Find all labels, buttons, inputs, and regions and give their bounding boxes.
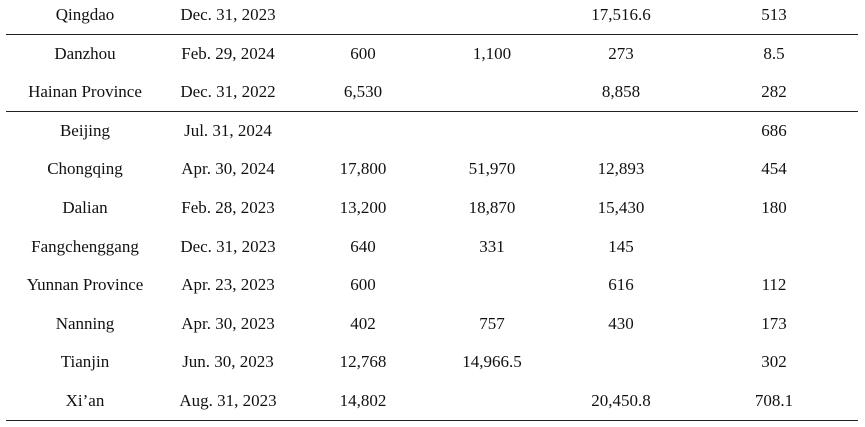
value-cell: 12,768 [339, 352, 387, 372]
date-cell: Aug. 31, 2023 [179, 391, 277, 410]
table-row: Beijing Jul. 31, 2024 686 [6, 116, 858, 155]
value-cell: 51,970 [468, 159, 516, 179]
value-cell: 686 [761, 120, 787, 140]
value-cell: 13,200 [339, 198, 387, 217]
value-cell: 331 [479, 236, 505, 256]
value-cell: 145 [608, 236, 634, 256]
value-cell: 600 [350, 275, 376, 295]
value-cell: 14,966.5 [462, 352, 522, 372]
table-row: Chongqing Apr. 30, 2024 17,800 51,970 12,893… [6, 154, 858, 193]
value-cell: 430 [608, 313, 634, 333]
region-name-cell: Chongqing [47, 159, 123, 179]
date-cell: Apr. 23, 2023 [181, 275, 275, 295]
value-cell: 600 [350, 43, 376, 63]
value-cell: 14,802 [339, 391, 387, 410]
value-cell: 20,450.8 [591, 391, 651, 410]
value-cell: 17,800 [339, 159, 387, 179]
table-row: Xi’an Aug. 31, 2023 14,802 20,450.8 708.1 [6, 386, 858, 425]
region-name-cell: Beijing [59, 120, 111, 140]
value-cell: 513 [761, 5, 787, 24]
date-cell: Dec. 31, 2023 [180, 5, 276, 24]
region-name-cell: Hainan Province [28, 82, 142, 102]
date-cell: Apr. 30, 2023 [181, 313, 275, 333]
table-bottom-rule [6, 419, 858, 422]
value-cell: 402 [350, 313, 376, 333]
value-cell: 616 [608, 275, 634, 295]
region-name-cell: Danzhou [54, 43, 116, 63]
region-name-cell: Nanning [55, 313, 115, 333]
date-cell: Jun. 30, 2023 [182, 352, 274, 372]
value-cell: 454 [761, 159, 787, 179]
value-cell: 282 [761, 82, 787, 102]
region-name-cell: Tianjin [60, 352, 110, 372]
table-row: Dalian Feb. 28, 2023 13,200 18,870 15,430 180 [6, 193, 858, 232]
value-cell: 17,516.6 [591, 5, 651, 24]
table-row: Fangchenggang Dec. 31, 2023 640 331 145 [6, 232, 858, 271]
date-cell: Feb. 28, 2023 [181, 198, 275, 217]
value-cell: 302 [761, 352, 787, 372]
date-cell: Feb. 29, 2024 [181, 43, 275, 63]
value-cell: 173 [761, 313, 787, 333]
region-name-cell: Qingdao [55, 5, 115, 24]
table-row: Danzhou Feb. 29, 2024 600 1,100 273 8.5 [6, 39, 858, 78]
group-divider-rule [6, 33, 858, 36]
value-cell: 8.5 [763, 43, 785, 63]
value-cell: 708.1 [754, 391, 794, 410]
value-cell: 112 [761, 275, 787, 295]
value-cell: 640 [350, 236, 376, 256]
region-name-cell: Xi’an [65, 391, 105, 410]
value-cell: 15,430 [597, 198, 645, 217]
table-row: Qingdao Dec. 31, 2023 17,516.6 513 [6, 0, 858, 39]
group-divider-rule [6, 110, 858, 113]
table-row: Tianjin Jun. 30, 2023 12,768 14,966.5 302 [6, 347, 858, 386]
table-row: Nanning Apr. 30, 2023 402 757 430 173 [6, 309, 858, 348]
date-cell: Dec. 31, 2023 [180, 236, 276, 256]
region-name-cell: Fangchenggang [31, 236, 139, 256]
value-cell: 18,870 [468, 198, 516, 217]
value-cell: 8,858 [601, 82, 641, 102]
date-cell: Apr. 30, 2024 [181, 159, 275, 179]
date-cell: Jul. 31, 2024 [184, 120, 272, 140]
value-cell: 1,100 [472, 43, 512, 63]
region-name-cell: Dalian [62, 198, 108, 217]
date-cell: Dec. 31, 2022 [180, 82, 276, 102]
value-cell: 757 [479, 313, 505, 333]
value-cell: 6,530 [343, 82, 383, 102]
table-row: Yunnan Province Apr. 23, 2023 600 616 112 [6, 270, 858, 309]
value-cell: 180 [761, 198, 787, 217]
table-row: Hainan Province Dec. 31, 2022 6,530 8,858 28… [6, 77, 858, 116]
value-cell: 273 [608, 43, 634, 63]
value-cell: 12,893 [597, 159, 645, 179]
region-name-cell: Yunnan Province [26, 275, 144, 295]
